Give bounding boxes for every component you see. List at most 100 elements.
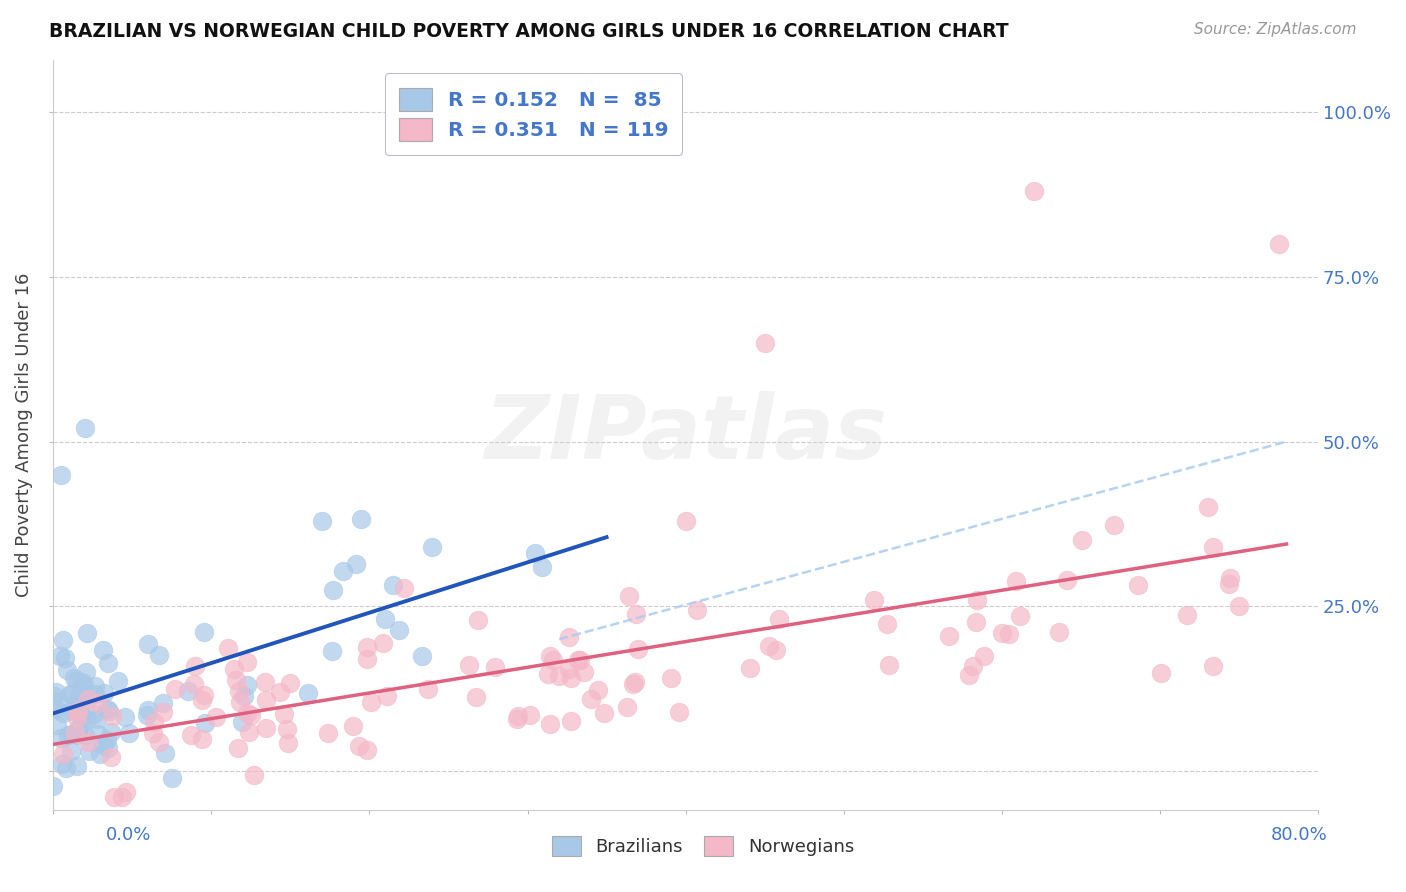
Point — [76, 691, 98, 706]
Point — [360, 695, 382, 709]
Point — [375, 689, 398, 703]
Point — [45, 685, 67, 699]
Point — [115, 785, 138, 799]
Point — [616, 699, 638, 714]
Point — [297, 686, 319, 700]
Point — [51, 747, 73, 761]
Point — [278, 676, 301, 690]
Point — [1227, 599, 1250, 614]
Point — [420, 541, 443, 555]
Point — [69, 707, 91, 722]
Point — [418, 681, 440, 696]
Point — [98, 704, 121, 718]
Text: 80.0%: 80.0% — [1271, 826, 1327, 844]
Point — [990, 625, 1012, 640]
Point — [191, 732, 214, 747]
Point — [876, 616, 898, 631]
Point — [619, 590, 641, 604]
Text: 0.0%: 0.0% — [105, 826, 150, 844]
Point — [67, 689, 90, 703]
Point — [1010, 609, 1032, 624]
Point — [938, 629, 960, 643]
Point — [484, 660, 506, 674]
Text: BRAZILIAN VS NORWEGIAN CHILD POVERTY AMONG GIRLS UNDER 16 CORRELATION CHART: BRAZILIAN VS NORWEGIAN CHILD POVERTY AMO… — [49, 22, 1010, 41]
Point — [100, 724, 122, 739]
Point — [97, 741, 120, 756]
Point — [754, 335, 776, 350]
Point — [225, 673, 247, 687]
Point — [76, 712, 98, 726]
Point — [467, 614, 489, 628]
Point — [350, 512, 373, 526]
Point — [621, 677, 644, 691]
Point — [66, 695, 89, 709]
Point — [1022, 184, 1045, 198]
Point — [768, 612, 790, 626]
Point — [73, 728, 96, 742]
Point — [322, 582, 344, 597]
Point — [273, 706, 295, 721]
Point — [388, 624, 411, 638]
Point — [66, 705, 89, 719]
Point — [253, 675, 276, 690]
Point — [103, 790, 125, 805]
Point — [60, 727, 83, 741]
Point — [180, 728, 202, 742]
Point — [73, 678, 96, 692]
Point — [228, 695, 250, 709]
Point — [49, 731, 72, 746]
Point — [506, 713, 529, 727]
Text: ZIPatlas: ZIPatlas — [484, 392, 887, 478]
Point — [152, 696, 174, 710]
Point — [77, 734, 100, 748]
Point — [560, 714, 582, 728]
Point — [76, 692, 98, 706]
Point — [236, 655, 259, 669]
Point — [541, 652, 564, 666]
Point — [347, 739, 370, 753]
Point — [311, 514, 333, 528]
Point — [1219, 571, 1241, 585]
Point — [135, 707, 157, 722]
Point — [342, 718, 364, 732]
Point — [973, 648, 995, 663]
Point — [344, 557, 367, 571]
Point — [506, 708, 529, 723]
Point — [627, 641, 650, 656]
Point — [863, 593, 886, 607]
Point — [1126, 578, 1149, 592]
Point — [163, 681, 186, 696]
Point — [136, 703, 159, 717]
Point — [965, 615, 987, 629]
Point — [374, 612, 396, 626]
Point — [59, 687, 82, 701]
Point — [588, 683, 610, 698]
Point — [231, 714, 253, 729]
Point — [1175, 608, 1198, 623]
Point — [55, 663, 77, 677]
Point — [659, 671, 682, 685]
Point — [148, 735, 170, 749]
Point — [1047, 625, 1070, 640]
Point — [69, 718, 91, 732]
Point — [740, 661, 762, 675]
Point — [558, 630, 581, 644]
Point — [72, 675, 94, 690]
Point — [75, 665, 97, 679]
Point — [87, 727, 110, 741]
Point — [56, 728, 79, 742]
Point — [97, 656, 120, 670]
Point — [60, 687, 83, 701]
Point — [79, 744, 101, 758]
Point — [581, 692, 603, 706]
Point — [86, 712, 108, 726]
Point — [686, 602, 709, 616]
Point — [356, 640, 378, 655]
Point — [254, 721, 277, 735]
Point — [316, 725, 339, 739]
Point — [547, 669, 569, 683]
Point — [193, 625, 215, 640]
Point — [89, 747, 111, 761]
Point — [624, 607, 647, 621]
Point — [194, 715, 217, 730]
